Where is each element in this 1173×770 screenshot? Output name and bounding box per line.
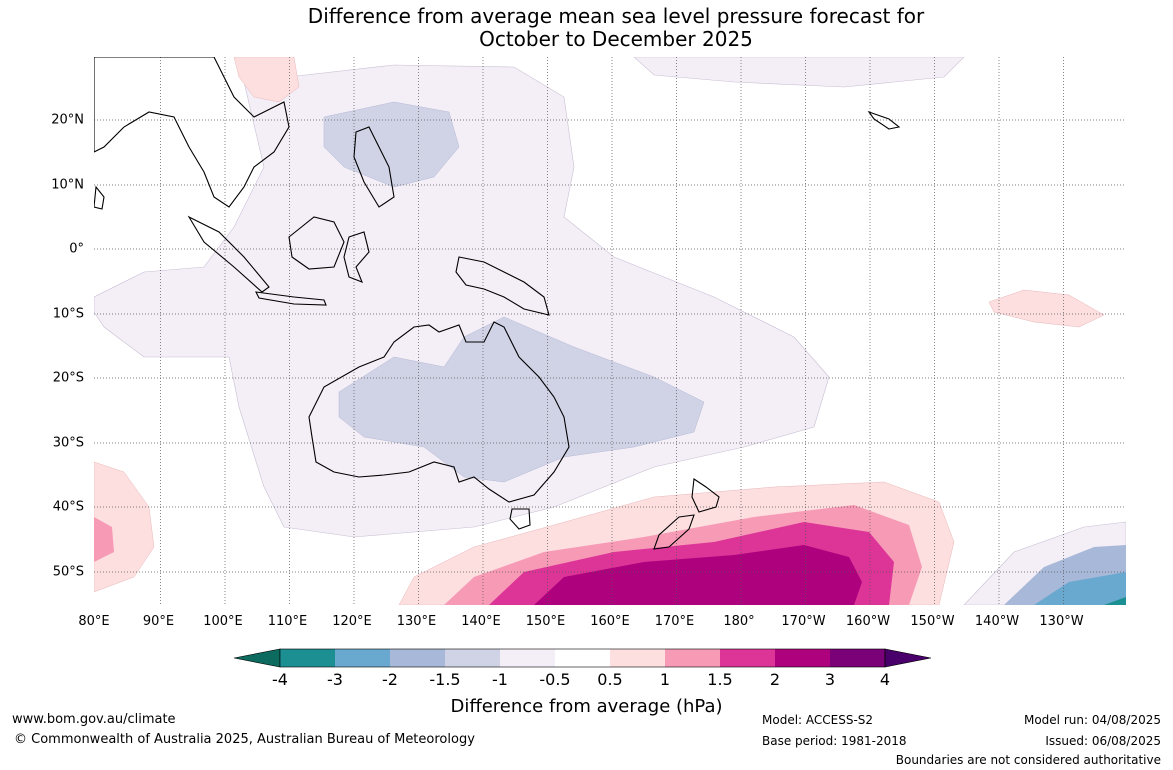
colorbar-segment xyxy=(665,649,720,667)
colorbar-segment xyxy=(775,649,830,667)
sri-lanka-outline xyxy=(94,185,105,210)
pressure-anomaly-map xyxy=(94,57,1126,605)
hawaii-outline xyxy=(867,110,901,130)
colorbar-tick-label: -4 xyxy=(272,670,288,689)
longitude-label: 150°W xyxy=(910,614,955,629)
borneo-outline xyxy=(288,216,345,270)
longitude-label: 170°W xyxy=(781,614,826,629)
colorbar-arrow-max xyxy=(884,648,932,668)
longitude-label: 170°E xyxy=(654,614,695,629)
anomaly-region-negative-se-3 xyxy=(1104,597,1126,605)
latitude-label: 20°S xyxy=(52,370,84,386)
sulawesi-outline xyxy=(343,231,370,283)
anomaly-region-positive-west-2 xyxy=(94,517,114,562)
latitude-label: 20°N xyxy=(51,112,84,128)
coastlines xyxy=(94,57,901,550)
tasmania-outline xyxy=(509,508,531,530)
anomaly-region-negative-2 xyxy=(338,316,705,483)
map-title: Difference from average mean sea level p… xyxy=(0,5,1173,51)
model-name: Model: ACCESS-S2 xyxy=(762,713,874,727)
anomaly-region-positive-west xyxy=(94,461,155,593)
colorbar-tick-label: 0.5 xyxy=(597,670,623,689)
longitude-label: 160°W xyxy=(845,614,891,629)
longitude-label: 120°E xyxy=(332,614,372,629)
colorbar-segment xyxy=(390,649,445,667)
colorbar-segment xyxy=(720,649,775,667)
sumatra-outline xyxy=(187,215,270,293)
new-guinea-outline xyxy=(455,256,550,316)
longitude-label: 130°W xyxy=(1039,614,1084,629)
boundary-disclaimer: Boundaries are not considered authoritat… xyxy=(895,753,1161,767)
colorbar-segment xyxy=(610,649,665,667)
latitude-label: 10°N xyxy=(51,177,84,193)
colorbar-segment xyxy=(830,649,885,667)
graticule xyxy=(94,57,1126,605)
philippines-outline xyxy=(353,126,395,208)
colorbar-tick-label: -1.5 xyxy=(429,670,461,689)
anomaly-region-positive-north xyxy=(233,57,300,103)
anomaly-region-light-negative-north xyxy=(633,57,965,88)
colorbar-segment xyxy=(280,649,335,667)
colorbar-tick-label: 4 xyxy=(879,670,891,689)
colorbar-tick-label: -3 xyxy=(327,670,343,689)
longitude-label: 160°E xyxy=(590,614,630,629)
latitude-label: 0° xyxy=(69,241,84,257)
colorbar-segment xyxy=(500,649,555,667)
base-period: Base period: 1981-2018 xyxy=(762,734,907,748)
colorbar-segment xyxy=(335,649,390,667)
longitude-label: 140°W xyxy=(974,614,1020,629)
new-zealand-south-outline xyxy=(653,514,695,550)
latitude-label: 40°S xyxy=(52,499,84,515)
longitude-label: 150°E xyxy=(525,614,566,629)
longitude-label: 100°E xyxy=(203,614,243,629)
colorbar-tick-label: 1 xyxy=(659,670,671,689)
colorbar-arrow-min xyxy=(233,648,281,668)
new-zealand-north-outline xyxy=(691,478,720,513)
title-line-1: Difference from average mean sea level p… xyxy=(307,4,925,28)
longitude-label: 130°E xyxy=(396,614,437,629)
latitude-label: 30°S xyxy=(52,435,84,451)
latitude-label: 50°S xyxy=(52,564,84,580)
colorbar xyxy=(233,648,932,668)
colorbar-title: Difference from average (hPa) xyxy=(450,696,723,717)
colorbar-tick-label: 2 xyxy=(769,670,781,689)
title-line-2: October to December 2025 xyxy=(479,27,753,51)
longitude-label: 180° xyxy=(723,614,755,629)
longitude-label: 140°E xyxy=(461,614,501,629)
colorbar-tick-label: -2 xyxy=(382,670,398,689)
mainland-asia-outline xyxy=(94,57,290,208)
anomaly-region-positive-south-4 xyxy=(534,545,862,605)
longitude-label: 80°E xyxy=(78,614,110,629)
colorbar-tick-label: -0.5 xyxy=(539,670,571,689)
colorbar-tick-label: 3 xyxy=(824,670,836,689)
colorbar-segment xyxy=(445,649,500,667)
java-outline xyxy=(255,291,327,306)
colorbar-tick-label: -1 xyxy=(492,670,508,689)
australia-outline xyxy=(308,321,570,503)
longitude-label: 90°E xyxy=(142,614,175,629)
website-link[interactable]: www.bom.gov.au/climate xyxy=(12,712,176,727)
longitude-label: 110°E xyxy=(267,614,308,629)
latitude-label: 10°S xyxy=(52,306,84,322)
anomaly-region-negative-se-2 xyxy=(1034,572,1126,605)
colorbar-tick-label: 1.5 xyxy=(707,670,733,689)
colorbar-segment xyxy=(555,649,610,667)
issued-date: Issued: 06/08/2025 xyxy=(1045,734,1161,748)
model-run-date: Model run: 04/08/2025 xyxy=(1023,713,1161,727)
copyright-text: © Commonwealth of Australia 2025, Austra… xyxy=(14,732,475,747)
